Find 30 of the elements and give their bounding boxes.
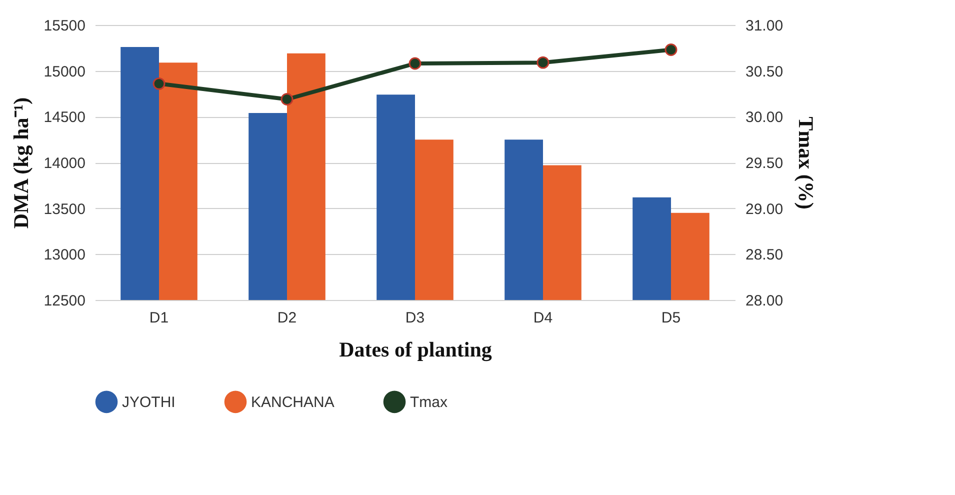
point [664,44,678,56]
point [536,56,550,69]
y2-axis-title: Tmax (%) [794,116,818,210]
y-tick-label: 15500 [44,18,86,34]
x-tick-label: D3 [405,310,425,326]
y-tick-label: 13000 [44,246,86,264]
x-tick-label: D4 [533,310,553,326]
legend-label: KANCHANA [251,394,334,411]
x-axis-title: Dates of planting [339,338,492,362]
y-tick-label: 15000 [44,63,86,80]
y-tick-label: 12500 [44,292,86,310]
y2-tick-label: 29.50 [746,155,784,172]
y2-tick-label: 30.50 [746,63,784,80]
y-tick-label: 13500 [44,200,86,218]
x-tick-label: D2 [277,310,297,326]
point [152,77,166,90]
x-tick-label: D1 [149,310,169,326]
y2-tick-label: 28.50 [746,246,784,264]
y-tick-label: 14500 [44,109,86,126]
y2-tick-label: 28.00 [746,292,784,310]
y2-tick-label: 30.00 [746,109,784,126]
y-tick-label: 14000 [44,155,86,172]
point [408,57,422,70]
legend-label: JYOTHI [122,394,176,411]
y2-tick-label: 31.00 [746,18,784,34]
y2-tick-label: 29.00 [746,200,784,218]
y-axis-title: DMA (kg ha⁻¹) [8,97,33,229]
point [280,93,294,106]
legend-label: Tmax [410,394,448,411]
x-tick-label: D5 [661,310,681,326]
